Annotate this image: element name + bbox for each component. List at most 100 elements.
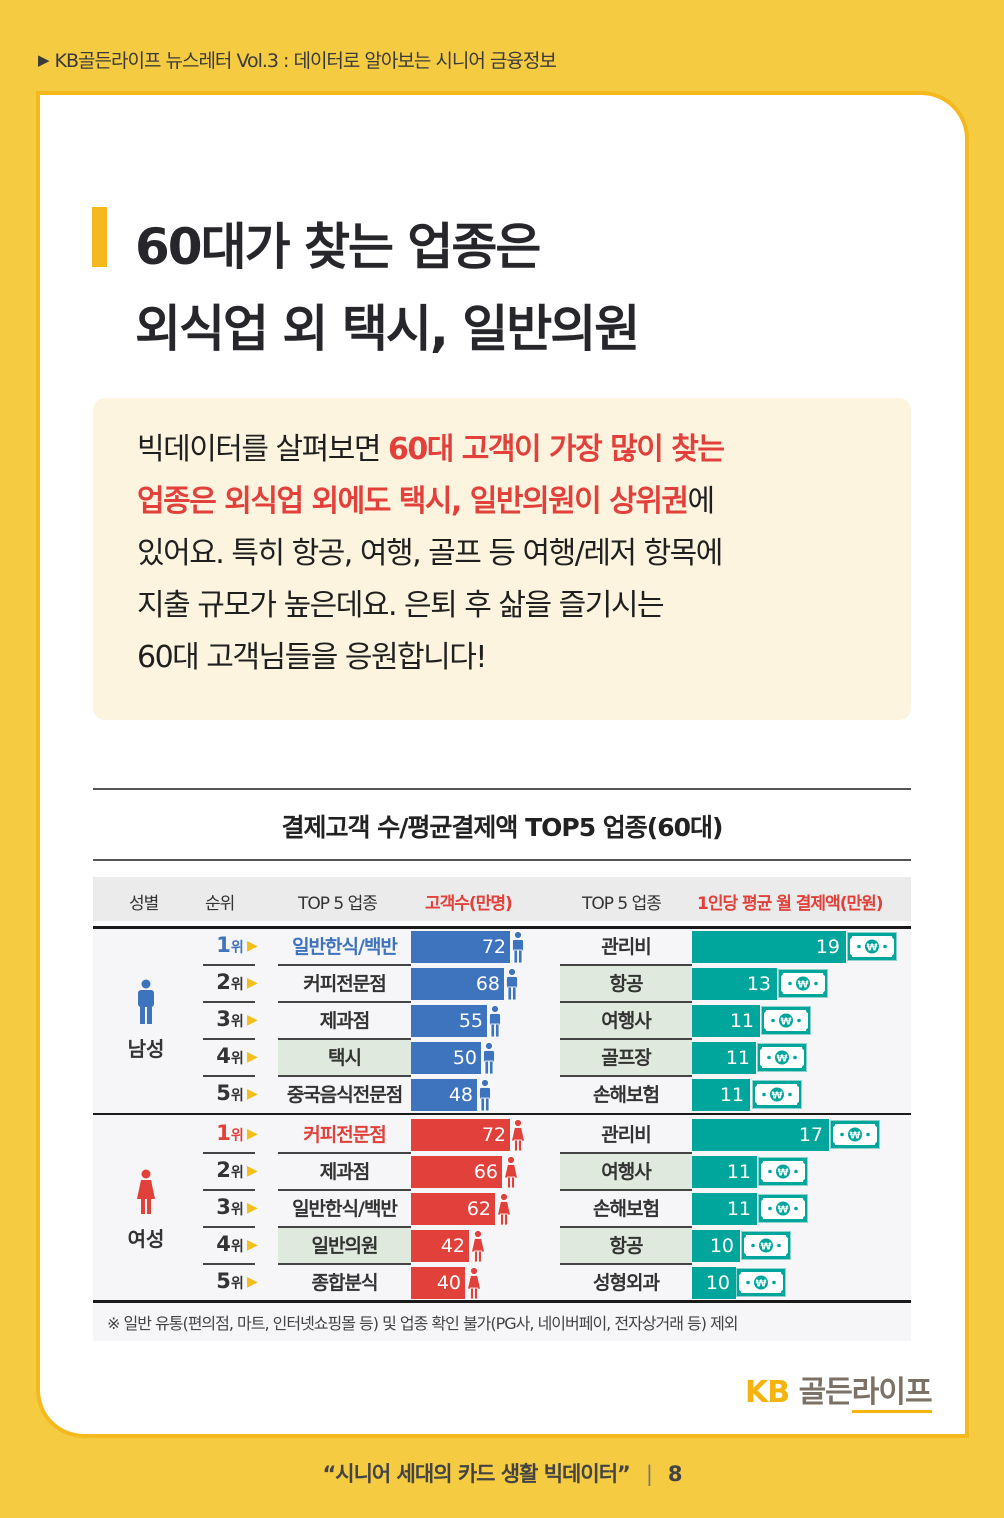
- table-row: 1위 ▶ 커피전문점 72 관리비 17 ₩: [93, 1117, 911, 1154]
- svg-text:₩: ₩: [760, 1242, 771, 1253]
- won-bill-icon: ₩: [758, 1194, 808, 1223]
- summary-highlight: 업종은 외식업 외에도 택시, 일반의원이 상위권: [137, 484, 689, 519]
- female-person-icon: [471, 1230, 485, 1262]
- industry-2: 관리비: [601, 936, 651, 958]
- kb-golden-life-logo: KB 골든라이프: [745, 1367, 933, 1413]
- female-section: 여성 1위 ▶ 커피전문점 72 관리비 17 ₩ 2위 ▶ 제과점 66 여행…: [93, 1115, 911, 1301]
- arrow-right-icon: ▶: [247, 1163, 258, 1179]
- industry-2: 손해보험: [593, 1198, 660, 1220]
- industry-2: 항공: [560, 1228, 692, 1264]
- table-row: 4위 ▶ 택시 50 골프장 11 ₩: [93, 1040, 911, 1077]
- summary-box: 빅데이터를 살펴보면 60대 고객이 가장 많이 찾는 업종은 외식업 외에도 …: [93, 398, 911, 720]
- logo-text: 라이프: [851, 1375, 933, 1413]
- arrow-right-icon: ▶: [247, 1086, 258, 1102]
- divider: [560, 1038, 692, 1040]
- divider: [93, 788, 911, 790]
- customers-bar: 62: [411, 1193, 495, 1225]
- arrow-right-icon: ▶: [247, 975, 258, 991]
- svg-text:₩: ₩: [771, 1091, 782, 1102]
- breadcrumb-text: KB골든라이프 뉴스레터 Vol.3 : 데이터로 알아보는 시니어 금융정보: [54, 50, 557, 72]
- female-label: 여성: [127, 1227, 165, 1251]
- divider: [203, 1189, 255, 1191]
- divider: [278, 1001, 411, 1003]
- rank: 5위: [216, 1081, 244, 1105]
- divider: [278, 1038, 411, 1040]
- chart-title: 결제고객 수/평균결제액 TOP5 업종(60대): [281, 813, 724, 842]
- industry-2: 여행사: [560, 1003, 692, 1039]
- industry: 일반의원: [278, 1228, 411, 1264]
- header-customers: 고객수(만명): [425, 894, 513, 914]
- svg-text:₩: ₩: [849, 1131, 860, 1142]
- svg-text:₩: ₩: [797, 980, 808, 991]
- won-bill-icon: ₩: [752, 1080, 802, 1109]
- page-footer: “시니어 세대의 카드 생활 빅데이터” | 8: [0, 1458, 1004, 1488]
- divider: [203, 1075, 255, 1077]
- industry: 중국음식전문점: [286, 1084, 403, 1106]
- page-number: 8: [667, 1462, 683, 1486]
- won-bill-icon: ₩: [830, 1120, 880, 1149]
- footnote: ※ 일반 유통(편의점, 마트, 인터넷쇼핑몰 등) 및 업종 확인 불가(PG…: [93, 1303, 911, 1341]
- male-person-icon: [512, 931, 524, 963]
- title-line-1: 60대가 찾는 업종은: [135, 218, 541, 276]
- industry-2: 관리비: [601, 1124, 651, 1146]
- table-divider: [93, 926, 911, 929]
- summary-highlight: 60대 고객이 가장 많이 찾는: [387, 432, 725, 467]
- summary-text: 에: [687, 484, 716, 519]
- header-rank: 순위: [205, 894, 235, 914]
- divider: [203, 1152, 255, 1154]
- breadcrumb: ▶ KB골든라이프 뉴스레터 Vol.3 : 데이터로 알아보는 시니어 금융정…: [38, 46, 557, 73]
- rank: 4위: [216, 1044, 244, 1068]
- female-person-icon: [467, 1267, 481, 1299]
- arrow-right-icon: ▶: [247, 1274, 258, 1290]
- female-icon: [137, 1169, 155, 1214]
- industry: 커피전문점: [303, 1124, 386, 1146]
- won-bill-icon: ₩: [778, 969, 828, 998]
- page-title: 60대가 찾는 업종은 외식업 외 택시, 일반의원: [135, 206, 640, 370]
- table-row: 2위 ▶ 제과점 66 여행사 11 ₩: [93, 1154, 911, 1191]
- customers-bar: 72: [411, 1119, 510, 1151]
- divider: [560, 964, 692, 966]
- table-row: 2위 ▶ 커피전문점 68 항공 13 ₩: [93, 966, 911, 1003]
- divider: [278, 1152, 411, 1154]
- divider: [560, 1226, 692, 1228]
- customers-bar: 40: [411, 1267, 465, 1299]
- divider: [278, 964, 411, 966]
- customers-bar: 42: [411, 1230, 469, 1262]
- male-person-icon: [479, 1079, 491, 1111]
- won-bill-icon: ₩: [736, 1268, 786, 1297]
- title-line-2: 외식업 외 택시, 일반의원: [135, 300, 640, 358]
- industry: 제과점: [319, 1010, 370, 1032]
- industry-2: 성형외과: [593, 1272, 660, 1294]
- spend-bar: 11: [692, 1005, 760, 1037]
- customers-bar: 72: [411, 931, 510, 963]
- won-bill-icon: ₩: [761, 1006, 811, 1035]
- rank: 1위: [216, 933, 244, 957]
- customers-bar: 66: [411, 1156, 502, 1188]
- divider: [278, 1226, 411, 1228]
- spend-bar: 11: [692, 1156, 757, 1188]
- industry: 종합분식: [311, 1272, 379, 1294]
- divider: [278, 1263, 411, 1265]
- male-section: 남성 1위 ▶ 일반한식/백반 72 관리비 19 ₩ 2위 ▶ 커피전문점 6…: [93, 929, 911, 1113]
- rank: 3위: [216, 1007, 244, 1031]
- female-person-icon: [504, 1156, 518, 1188]
- summary-text: 60대 고객님들을 응원합니다!: [137, 640, 487, 675]
- divider: [203, 1038, 255, 1040]
- svg-text:₩: ₩: [755, 1279, 766, 1290]
- divider: [278, 1189, 411, 1191]
- won-bill-icon: ₩: [741, 1231, 791, 1260]
- male-group: 남성: [93, 979, 199, 1062]
- svg-text:₩: ₩: [866, 943, 877, 954]
- won-bill-icon: ₩: [758, 1157, 808, 1186]
- industry-2: 골프장: [560, 1040, 692, 1076]
- won-bill-icon: ₩: [847, 932, 897, 961]
- divider: [560, 1075, 692, 1077]
- industry: 일반한식/백반: [292, 936, 398, 958]
- male-icon: [138, 979, 154, 1024]
- svg-text:₩: ₩: [777, 1205, 788, 1216]
- arrow-right-icon: ▶: [247, 1237, 258, 1253]
- footer-separator: |: [645, 1462, 653, 1486]
- title-accent-bar: [92, 207, 107, 267]
- table-row: 5위 ▶ 중국음식전문점 48 손해보험 11 ₩: [93, 1077, 911, 1114]
- header-industry-2: TOP 5 업종: [582, 894, 662, 914]
